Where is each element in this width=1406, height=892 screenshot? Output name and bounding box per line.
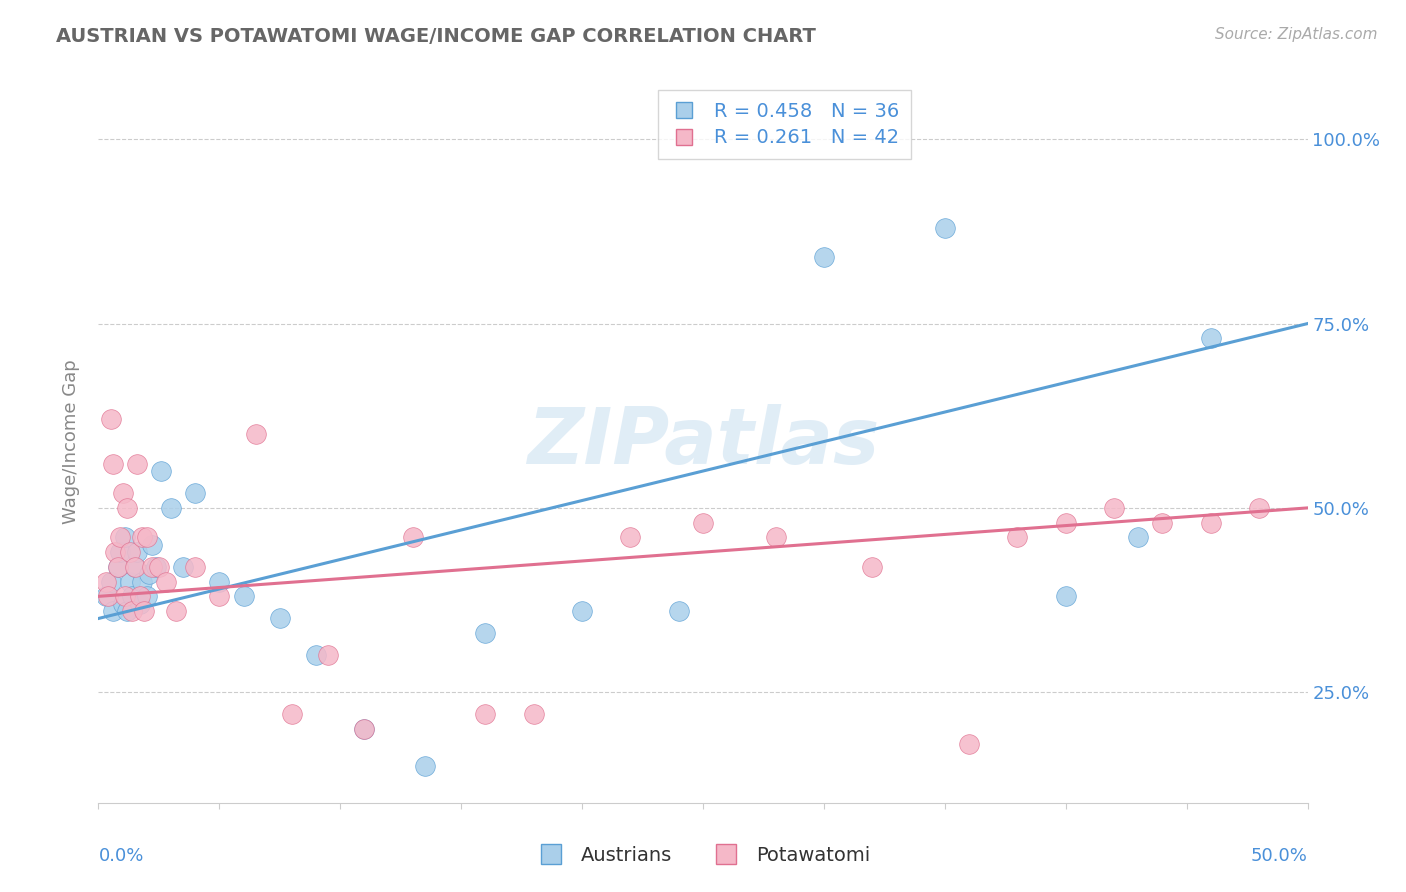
Point xyxy=(619,530,641,544)
Point xyxy=(571,604,593,618)
Point xyxy=(114,590,136,604)
Point xyxy=(1007,530,1029,544)
Point xyxy=(316,648,339,663)
Point xyxy=(141,538,163,552)
Point xyxy=(124,560,146,574)
Point xyxy=(402,530,425,544)
Point xyxy=(134,604,156,618)
Point xyxy=(1054,590,1077,604)
Point xyxy=(127,545,149,559)
Point xyxy=(208,590,231,604)
Point xyxy=(128,597,150,611)
Y-axis label: Wage/Income Gap: Wage/Income Gap xyxy=(62,359,80,524)
Point xyxy=(138,567,160,582)
Legend: Austrians, Potawatomi: Austrians, Potawatomi xyxy=(529,838,877,872)
Point xyxy=(184,560,207,574)
Point xyxy=(1054,516,1077,530)
Point xyxy=(101,604,124,618)
Point xyxy=(117,604,139,618)
Point xyxy=(353,722,375,736)
Point xyxy=(1249,500,1271,515)
Point xyxy=(131,530,153,544)
Point xyxy=(111,597,134,611)
Point xyxy=(97,590,120,604)
Point xyxy=(117,500,139,515)
Point xyxy=(269,611,291,625)
Point xyxy=(111,486,134,500)
Point xyxy=(104,545,127,559)
Point xyxy=(474,707,496,722)
Point xyxy=(957,737,980,751)
Point xyxy=(127,457,149,471)
Text: 50.0%: 50.0% xyxy=(1251,847,1308,865)
Point xyxy=(172,560,194,574)
Point xyxy=(118,545,141,559)
Point xyxy=(668,604,690,618)
Point xyxy=(124,560,146,574)
Point xyxy=(208,574,231,589)
Point xyxy=(108,545,131,559)
Point xyxy=(100,574,122,589)
Point xyxy=(94,590,117,604)
Point xyxy=(165,604,187,618)
Text: ZIPatlas: ZIPatlas xyxy=(527,403,879,480)
Point xyxy=(131,574,153,589)
Point xyxy=(934,220,956,235)
Point xyxy=(860,560,883,574)
Point xyxy=(413,759,436,773)
Point xyxy=(245,427,267,442)
Point xyxy=(765,530,787,544)
Point xyxy=(232,590,254,604)
Point xyxy=(160,500,183,515)
Point xyxy=(1152,516,1174,530)
Point xyxy=(1128,530,1150,544)
Point xyxy=(135,530,157,544)
Point xyxy=(148,560,170,574)
Point xyxy=(150,464,173,478)
Point xyxy=(1199,516,1222,530)
Point xyxy=(184,486,207,500)
Point xyxy=(141,560,163,574)
Point xyxy=(94,574,117,589)
Text: 0.0%: 0.0% xyxy=(98,847,143,865)
Text: AUSTRIAN VS POTAWATOMI WAGE/INCOME GAP CORRELATION CHART: AUSTRIAN VS POTAWATOMI WAGE/INCOME GAP C… xyxy=(56,27,815,45)
Point xyxy=(101,457,124,471)
Point xyxy=(474,626,496,640)
Point xyxy=(145,560,167,574)
Point xyxy=(155,574,177,589)
Point xyxy=(107,560,129,574)
Point xyxy=(813,250,835,264)
Point xyxy=(523,707,546,722)
Point xyxy=(107,560,129,574)
Point xyxy=(121,604,143,618)
Point xyxy=(118,574,141,589)
Point xyxy=(100,412,122,426)
Point xyxy=(108,530,131,544)
Text: Source: ZipAtlas.com: Source: ZipAtlas.com xyxy=(1215,27,1378,42)
Point xyxy=(121,590,143,604)
Point xyxy=(135,590,157,604)
Point xyxy=(114,530,136,544)
Point xyxy=(1199,331,1222,345)
Point xyxy=(353,722,375,736)
Point xyxy=(1102,500,1125,515)
Point xyxy=(692,516,714,530)
Point xyxy=(128,590,150,604)
Point xyxy=(281,707,304,722)
Point xyxy=(305,648,328,663)
